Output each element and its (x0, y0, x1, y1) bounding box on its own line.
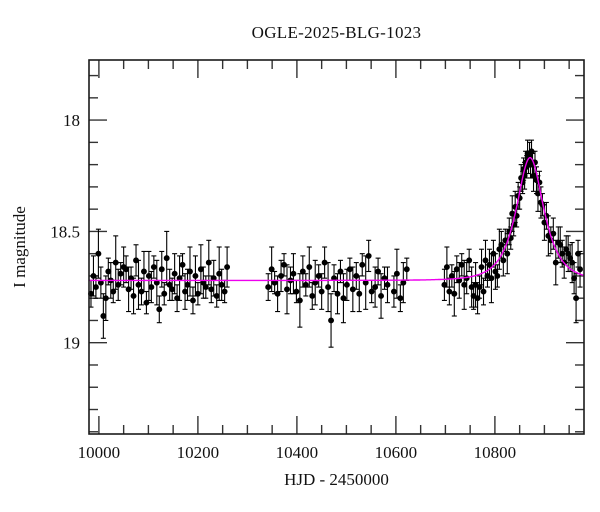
tick-labels: 10000 10200 10400 10600 10800 18 18.5 19 (50, 111, 516, 462)
axis-ticks (89, 60, 584, 434)
x-tick-label: 10800 (474, 443, 517, 462)
y-tick-label: 18 (63, 111, 80, 130)
x-axis-label: HJD - 2450000 (284, 470, 389, 489)
y-tick-label: 18.5 (50, 222, 80, 241)
plot-title: OGLE-2025-BLG-1023 (251, 23, 422, 42)
plot-frame (88, 59, 585, 435)
model-light-curve (89, 157, 585, 282)
y-tick-label: 19 (63, 334, 80, 353)
data-points (88, 139, 583, 348)
x-tick-label: 10000 (78, 443, 121, 462)
x-tick-label: 10600 (375, 443, 418, 462)
x-tick-label: 10400 (276, 443, 319, 462)
x-tick-label: 10200 (177, 443, 220, 462)
